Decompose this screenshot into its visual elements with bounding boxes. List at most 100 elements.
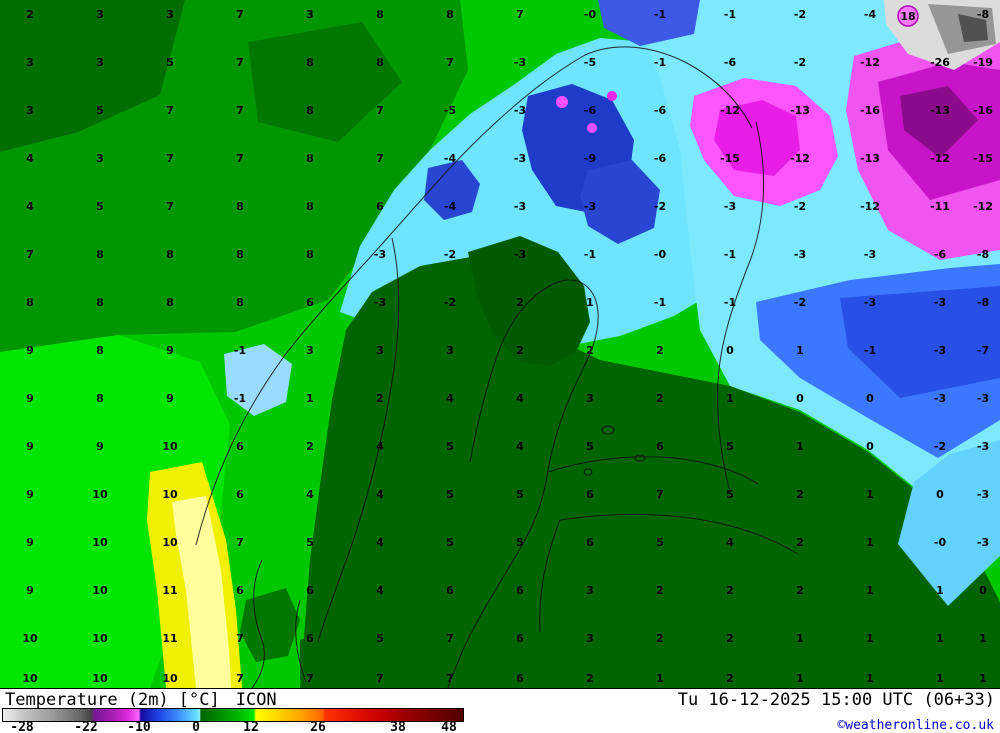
station-value: 8 [236, 248, 244, 261]
coastline-sweden-se [447, 539, 526, 688]
station-value: 7 [236, 104, 244, 117]
station-value: -6 [584, 104, 597, 117]
scale-tick: -28 [10, 720, 34, 733]
station-value: 7 [26, 248, 34, 261]
station-value: 3 [26, 56, 34, 69]
station-value: -4 [864, 8, 877, 21]
station-value: -2 [794, 56, 806, 69]
station-value: -1 [234, 392, 246, 405]
region-bothnia-sea [468, 236, 590, 366]
station-value: -3 [514, 248, 526, 261]
coastline-gulf-of-finland [547, 456, 759, 485]
station-value: 8 [446, 8, 454, 21]
station-value: 4 [376, 584, 384, 597]
station-value: 7 [236, 536, 244, 549]
station-value: -2 [934, 440, 946, 453]
station-value: 3 [586, 632, 594, 645]
coastline-estonia [559, 513, 799, 555]
station-value: 4 [446, 392, 454, 405]
station-value: 9 [26, 344, 34, 357]
station-value: 10 [92, 672, 108, 685]
station-value: -19 [973, 56, 993, 69]
copyright-link[interactable]: ©weatheronline.co.uk [837, 718, 994, 733]
station-value: 2 [26, 8, 34, 21]
station-value: 0 [796, 392, 804, 405]
station-value: 5 [446, 488, 454, 501]
station-value: -13 [930, 104, 950, 117]
station-value: -5 [584, 56, 596, 69]
station-value: 6 [376, 200, 384, 213]
station-value: 3 [446, 344, 454, 357]
station-value: -1 [654, 56, 666, 69]
station-value: -3 [374, 248, 386, 261]
station-value: 10 [162, 672, 178, 685]
station-value: 1 [866, 488, 874, 501]
station-value: -3 [977, 392, 989, 405]
station-value: 7 [236, 8, 244, 21]
station-value: 8 [306, 248, 314, 261]
station-value: 1 [866, 672, 874, 685]
station-value: 8 [166, 248, 174, 261]
station-value: 1 [866, 536, 874, 549]
station-value: 6 [516, 584, 524, 597]
station-value: -2 [794, 200, 806, 213]
region-denmark-dark-2 [300, 630, 342, 684]
station-value: 6 [306, 584, 314, 597]
region-denmark-dark-1 [240, 588, 300, 662]
station-value: 10 [162, 536, 178, 549]
region-magenta-speck-3 [607, 91, 617, 101]
station-value: 4 [516, 440, 524, 453]
station-value: 3 [96, 152, 104, 165]
station-value: 8 [96, 248, 104, 261]
station-value: 3 [376, 344, 384, 357]
station-value: -3 [794, 248, 806, 261]
station-value: 1 [866, 584, 874, 597]
station-value: -15 [973, 152, 993, 165]
station-value: 7 [166, 200, 174, 213]
station-value: 2 [726, 584, 734, 597]
coastline-norway [195, 46, 753, 546]
station-value: -0 [934, 536, 947, 549]
station-value: 5 [96, 104, 104, 117]
station-value: 9 [26, 440, 34, 453]
station-value: 6 [236, 440, 244, 453]
scale-tick: 26 [310, 720, 326, 733]
station-value: 7 [446, 672, 454, 685]
scale-ticks: -28 -22 -10 0 12 26 38 48 [0, 720, 480, 733]
station-value: -1 [724, 8, 736, 21]
station-value: 4 [376, 440, 384, 453]
station-value: 8 [26, 296, 34, 309]
station-value: -3 [514, 152, 526, 165]
station-value: -3 [934, 296, 946, 309]
station-value: 2 [516, 344, 524, 357]
station-value: -6 [654, 104, 667, 117]
station-value: 2 [586, 344, 594, 357]
region-central-dark [300, 256, 1000, 688]
station-value: 1 [979, 672, 987, 685]
station-value: 5 [306, 536, 314, 549]
station-value: 0 [979, 584, 987, 597]
circled-marker-value: 18 [900, 10, 915, 23]
station-value: 7 [446, 56, 454, 69]
lake-3 [583, 468, 593, 476]
legend-bar: Temperature (2m) [°C] ICON Tu 16-12-2025 1… [0, 688, 1000, 733]
scale-tick: 48 [441, 720, 457, 733]
station-value: 1 [979, 632, 987, 645]
region-nw-forest-2 [248, 22, 402, 142]
station-value: -3 [864, 248, 876, 261]
region-north-navy-2 [580, 160, 660, 244]
station-value: 0 [866, 392, 874, 405]
station-value: -1 [584, 248, 596, 261]
station-value: 2 [726, 632, 734, 645]
station-value: 7 [446, 632, 454, 645]
station-value: 4 [376, 488, 384, 501]
station-value: 1 [656, 672, 664, 685]
station-value: 1 [936, 672, 944, 685]
station-value: 8 [236, 296, 244, 309]
station-value: 9 [26, 584, 34, 597]
station-value: -7 [977, 344, 989, 357]
station-value: -26 [930, 56, 950, 69]
station-value: -4 [444, 152, 457, 165]
station-value: 1 [796, 344, 804, 357]
station-value: -2 [794, 8, 806, 21]
